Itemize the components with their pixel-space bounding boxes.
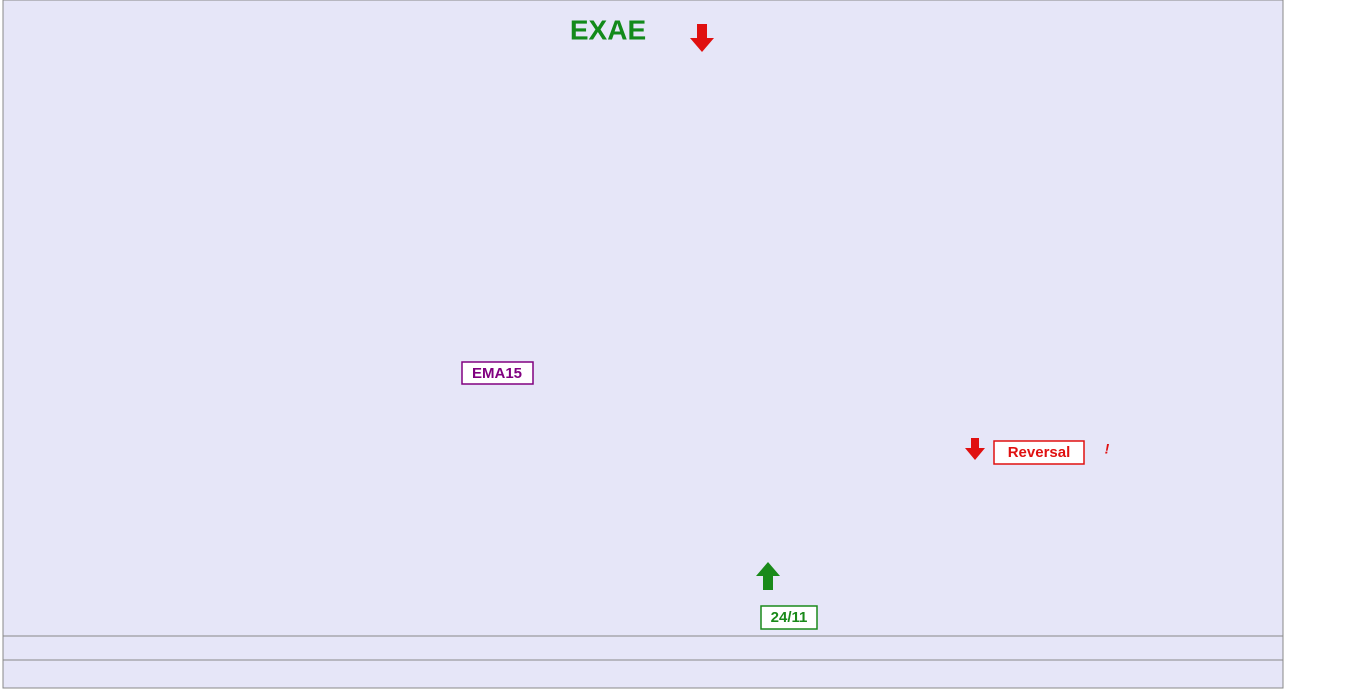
down-arrow	[690, 24, 714, 52]
chart-title: EXAE	[570, 14, 646, 45]
down-arrow	[965, 438, 985, 460]
reversal-label: Reversal	[1008, 444, 1071, 461]
overlay: EXAE EMA15 Reversal 24/11 !	[461, 14, 1110, 630]
annotation-box	[993, 440, 1085, 465]
up-arrow	[756, 562, 780, 590]
ema-label: EMA15	[472, 365, 522, 382]
signal-date-label: 24/11	[771, 609, 808, 626]
alert-mark: !	[1105, 441, 1110, 457]
annotation-box	[760, 605, 818, 630]
plot-area	[2, 0, 1284, 637]
x-axis-area	[2, 635, 1284, 689]
annotation-box	[461, 361, 534, 385]
